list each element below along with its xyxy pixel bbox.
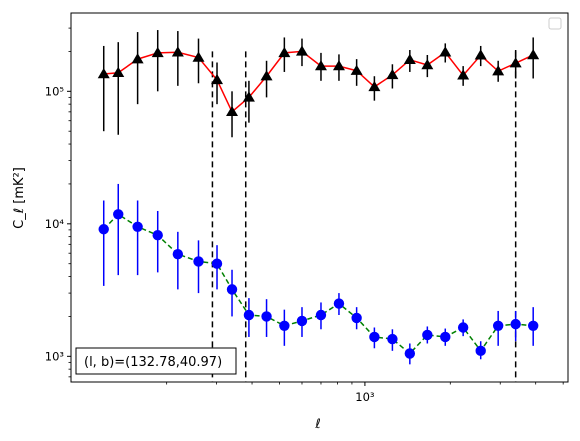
tick-labels: 10³ 10³ 10⁴ 10⁵ [45, 84, 375, 404]
circle-marker [369, 331, 380, 343]
circle-marker [211, 258, 223, 269]
annotation-text: (l, b)=(132.78,40.97) [84, 355, 222, 370]
circle-marker [492, 320, 504, 331]
circle-marker [422, 329, 433, 341]
triangle-marker [295, 45, 308, 56]
circle-marker [457, 322, 469, 333]
circle-marker [404, 348, 416, 359]
triangle-marker [492, 65, 505, 76]
triangle-marker [211, 73, 224, 85]
y-tick-label: 10³ [45, 349, 65, 363]
triangle-marker [314, 60, 327, 71]
circle-marker [113, 209, 124, 220]
circle-marker [132, 221, 143, 232]
circle-marker [475, 345, 486, 357]
y-tick-label: 10⁵ [45, 84, 65, 98]
circle-marker [243, 309, 255, 321]
triangle-marker [457, 69, 470, 80]
circle-marker [315, 309, 327, 321]
circle-marker [440, 331, 451, 343]
triangle-marker [350, 64, 363, 75]
triangle-marker [403, 53, 416, 64]
plot-frame [70, 12, 569, 383]
triangle-marker [112, 66, 125, 77]
circle-marker [333, 298, 345, 309]
data-markers [97, 45, 540, 359]
triangle-marker [439, 46, 452, 57]
circle-marker [527, 320, 539, 331]
circle-marker [279, 320, 290, 331]
triangle-marker [368, 80, 381, 92]
plot-area [71, 13, 568, 382]
legend-box [548, 17, 562, 30]
circle-marker [152, 230, 163, 241]
triangle-marker [171, 46, 184, 57]
triangle-marker [386, 68, 399, 80]
triangle-marker [509, 57, 522, 68]
circle-marker [351, 312, 362, 324]
triangle-marker [474, 49, 487, 60]
x-axis-label: ℓ [314, 417, 320, 432]
circle-marker [510, 318, 521, 330]
circle-marker [226, 284, 238, 295]
triangle-marker [527, 48, 540, 60]
y-axis-label: C_ℓ [mK²] [12, 167, 27, 229]
triangle-marker [151, 46, 164, 58]
x-tick-label: 10³ [355, 390, 375, 404]
triangle-marker [226, 105, 239, 117]
triangle-marker [131, 53, 144, 64]
annotation-box [75, 347, 237, 375]
triangle-marker [332, 60, 345, 71]
circle-marker [172, 248, 184, 260]
triangle-marker [192, 51, 205, 62]
circle-marker [193, 256, 204, 267]
triangle-marker [278, 46, 291, 58]
circle-marker [261, 311, 272, 322]
circle-marker [387, 333, 398, 345]
major-ticks [67, 90, 366, 386]
triangle-marker [421, 58, 434, 70]
y-tick-label: 10⁴ [45, 217, 65, 231]
triangle-marker [97, 68, 110, 79]
triangle-marker [242, 91, 255, 102]
circle-marker [98, 224, 109, 235]
triangle-marker [260, 70, 273, 81]
circle-marker [296, 315, 308, 327]
